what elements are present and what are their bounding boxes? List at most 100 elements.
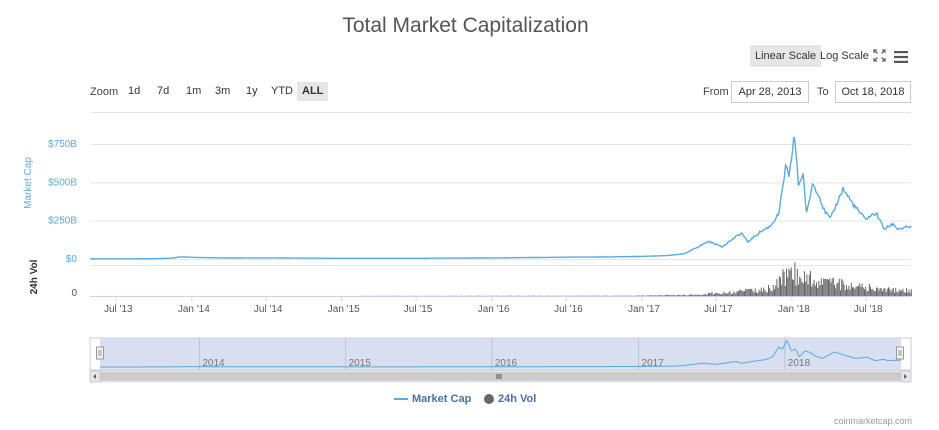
- volume-column: [712, 294, 714, 296]
- fullscreen-icon[interactable]: [873, 49, 886, 67]
- volume-column: [883, 288, 885, 296]
- x-tick-label: Jan '16: [478, 304, 510, 315]
- navigator-tick-label: 2018: [788, 358, 811, 369]
- volume-column: [885, 291, 887, 296]
- volume-column: [873, 290, 875, 296]
- volume-column: [897, 292, 899, 296]
- zoom-1d-button[interactable]: 1d: [128, 85, 141, 97]
- x-tick-label: Jan '18: [778, 304, 810, 315]
- credit-link[interactable]: coinmarketcap.com: [833, 416, 912, 426]
- x-axis-ticks: Jul '13 Jan '14 Jul '14 Jan '15 Jul '15 Jan '…: [104, 296, 883, 315]
- volume-column: [735, 292, 737, 296]
- volume-column: [758, 289, 760, 296]
- menu-icon[interactable]: [894, 50, 908, 68]
- volume-column: [850, 282, 852, 296]
- volume-column: [852, 287, 853, 296]
- legend-volume[interactable]: 24h Vol: [484, 393, 536, 405]
- navigator-right-handle[interactable]: [896, 346, 904, 360]
- volume-column: [642, 295, 643, 296]
- volume-column: [834, 284, 835, 296]
- x-tick-label: Jul '16: [554, 304, 583, 315]
- volume-column: [733, 291, 735, 296]
- market-cap-line: [90, 136, 912, 260]
- volume-column: [757, 293, 759, 296]
- navigator-ticks: 2014 2015 2016 2017 2018: [198, 338, 811, 370]
- volume-column: [676, 295, 678, 296]
- volume-column: [783, 271, 785, 296]
- volume-column: [667, 294, 669, 296]
- navigator-scrollbar[interactable]: [89, 370, 912, 383]
- volume-column: [720, 294, 721, 296]
- volume-column: [691, 294, 693, 296]
- volume-column: [764, 289, 766, 296]
- volume-column: [682, 294, 684, 296]
- volume-column: [775, 285, 777, 296]
- navigator-left-handle[interactable]: [96, 346, 104, 360]
- volume-column: [660, 295, 661, 296]
- volume-column: [711, 292, 713, 296]
- volume-column: [768, 284, 769, 296]
- navigator-mask[interactable]: [100, 338, 901, 370]
- zoom-1m-button[interactable]: 1m: [186, 85, 202, 97]
- volume-column: [817, 287, 819, 296]
- y-tick-label: $500B: [48, 177, 77, 188]
- volume-column: [752, 290, 754, 296]
- volume-column: [804, 271, 805, 296]
- zoom-1y-button[interactable]: 1y: [246, 85, 258, 97]
- volume-column: [769, 288, 771, 296]
- range-to-input[interactable]: Oct 18, 2018: [835, 81, 911, 103]
- volume-column: [741, 290, 743, 296]
- volume-column: [823, 278, 825, 296]
- volume-column: [694, 294, 696, 296]
- zoom-7d-button[interactable]: 7d: [157, 85, 170, 97]
- volume-column: [860, 286, 862, 296]
- volume-axis-tick: 0: [71, 288, 77, 299]
- volume-column: [705, 294, 707, 296]
- volume-column: [739, 289, 741, 296]
- volume-column: [722, 293, 724, 296]
- navigator-line: [100, 339, 902, 368]
- volume-column: [795, 285, 797, 296]
- volume-column: [670, 295, 672, 296]
- volume-column: [763, 287, 765, 296]
- volume-column: [698, 294, 700, 296]
- volume-column: [715, 293, 717, 296]
- volume-column: [753, 292, 755, 296]
- volume-column: [706, 294, 708, 296]
- x-tick-label: Jan '14: [178, 304, 210, 315]
- volume-column: [877, 287, 879, 296]
- volume-column: [708, 292, 709, 296]
- volume-column: [728, 292, 730, 296]
- scroll-grip-icon: [496, 374, 502, 379]
- volume-axis-title: 24h Vol: [29, 259, 40, 294]
- legend-market-cap[interactable]: Market Cap: [394, 393, 471, 405]
- zoom-ytd-button[interactable]: YTD: [271, 85, 293, 97]
- zoom-3m-button[interactable]: 3m: [215, 85, 231, 97]
- linear-scale-button[interactable]: Linear Scale: [750, 45, 822, 67]
- volume-column: [723, 291, 725, 296]
- volume-column: [738, 291, 739, 296]
- volume-column: [889, 288, 891, 296]
- volume-column: [754, 288, 756, 296]
- zoom-all-button[interactable]: ALL: [297, 82, 329, 101]
- volume-column: [812, 283, 814, 296]
- volume-column: [858, 286, 859, 296]
- volume-column: [772, 284, 774, 296]
- navigator-tick-label: 2014: [202, 358, 225, 369]
- volume-column: [870, 286, 871, 296]
- x-tick-label: Jul '15: [404, 304, 433, 315]
- volume-column: [832, 277, 834, 296]
- volume-column: [736, 290, 738, 296]
- scroll-right-arrow-icon: [904, 374, 907, 379]
- volume-column: [910, 289, 912, 296]
- navigator-tick-label: 2017: [642, 358, 665, 369]
- log-scale-button[interactable]: Log Scale: [820, 50, 869, 62]
- volume-column: [663, 295, 665, 296]
- x-tick-label: Jul '14: [254, 304, 283, 315]
- volume-column: [888, 287, 889, 296]
- volume-column: [872, 289, 874, 296]
- volume-column: [756, 292, 757, 296]
- range-from-input[interactable]: Apr 28, 2013: [731, 81, 809, 103]
- volume-column: [721, 294, 723, 296]
